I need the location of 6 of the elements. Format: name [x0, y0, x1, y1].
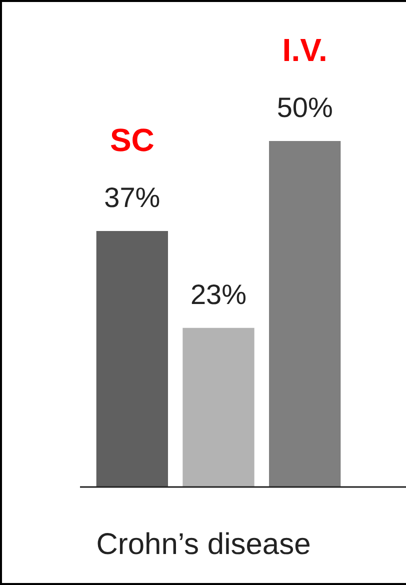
annotation: SC	[110, 122, 154, 158]
data-label: 23%	[190, 278, 247, 310]
data-label: 50%	[276, 92, 333, 123]
data-label: 37%	[104, 182, 160, 213]
x-axis-title: Crohn’s disease	[96, 528, 311, 561]
annotation: I.V.	[282, 32, 328, 68]
